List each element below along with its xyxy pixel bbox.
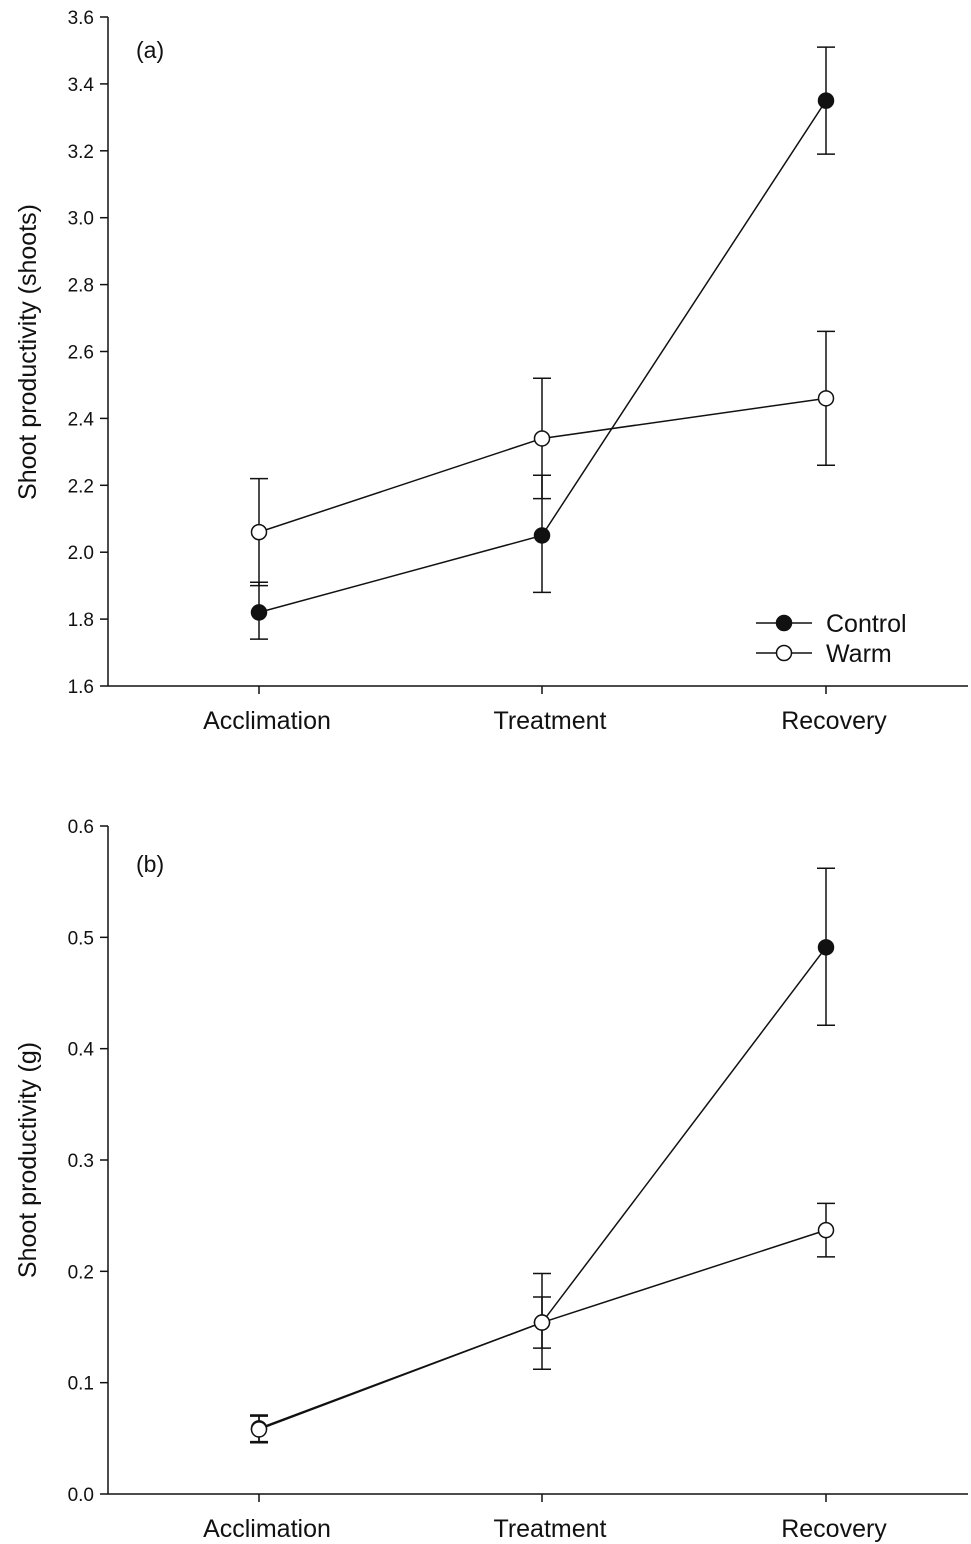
panel-b-y-tick-label: 0.4	[68, 1040, 95, 1061]
panel-b-y-tick-label: 0.5	[68, 928, 94, 949]
panel-a-y-tick-label: 2.4	[68, 409, 95, 430]
panel-b-x-tick-label: Recovery	[781, 1515, 887, 1543]
panel-a-y-tick-label: 1.6	[68, 677, 94, 698]
panel-b-series-warm-point	[533, 1314, 551, 1331]
panel-b-series-warm-point	[817, 1221, 835, 1239]
panel-a-series-warm-point	[533, 430, 551, 447]
legend-warm-marker	[775, 644, 793, 662]
panel-b-y-tick-label: 0.0	[68, 1485, 94, 1506]
panel-a-label: (a)	[136, 37, 164, 63]
panel-a-series-warm-point	[817, 390, 835, 407]
panel-b-series-control-point	[817, 939, 835, 956]
panel-a-y-tick-label: 3.4	[68, 75, 95, 96]
panel-a-series-control-point	[817, 92, 835, 109]
panel-b-chart: Shoot productivity (g) (b) 0.00.10.20.30…	[14, 817, 968, 1543]
panel-a-series-warm-point	[250, 523, 268, 541]
panel-a-y-tick-label: 3.0	[68, 209, 94, 230]
panel-b-x-tick-label: Acclimation	[203, 1515, 331, 1543]
panel-b-y-tick-label: 0.2	[68, 1262, 94, 1283]
panel-a-y-tick-label: 2.0	[68, 543, 94, 564]
panel-a-y-tick-label: 1.8	[68, 610, 94, 631]
panel-a-series-control-point	[250, 604, 268, 621]
panel-a-x-tick-label: Acclimation	[203, 707, 331, 735]
panel-a-y-tick-label: 3.6	[68, 8, 94, 29]
panel-a-x-tick-label: Recovery	[781, 707, 887, 735]
panel-a-chart: Shoot productivity (shoots) (a) 1.6 1.8 2.…	[14, 8, 968, 735]
panel-a-plot-area: 1.6 1.8 2.0 2.2 2.4 2.6 2.8 3.0 3.2 3.4 3.6 Acclima…	[68, 8, 968, 735]
panel-b-y-axis-title: Shoot productivity (g)	[14, 1042, 42, 1278]
panel-b-series-warm-point	[250, 1421, 268, 1438]
panel-a-series-control-point	[533, 527, 551, 544]
panel-a-y-tick-label: 3.2	[68, 142, 94, 163]
panel-a-y-tick-label: 2.8	[68, 276, 94, 297]
panel-b-x-tick-label: Treatment	[493, 1515, 606, 1543]
panel-a-y-tick-label: 2.2	[68, 476, 94, 497]
panel-a-y-tick-label: 2.6	[68, 343, 94, 364]
panel-b-plot-area: 0.0 0.1 0.2 0.3 0.4 0.5 0.6 Acclimation Treatmen…	[68, 817, 968, 1543]
panel-b-label: (b)	[136, 851, 164, 877]
legend-warm-label: Warm	[826, 640, 892, 668]
panel-a-y-axis-title: Shoot productivity (shoots)	[14, 204, 42, 500]
panel-a-x-tick-label: Treatment	[493, 707, 606, 735]
legend-control-label: Control	[826, 610, 907, 638]
panel-b-y-tick-label: 0.3	[68, 1151, 94, 1172]
panel-b-y-tick-label: 0.6	[68, 817, 94, 838]
legend-control-marker	[775, 614, 793, 632]
legend: Control Warm	[756, 610, 907, 668]
panel-b-y-tick-label: 0.1	[68, 1374, 94, 1395]
